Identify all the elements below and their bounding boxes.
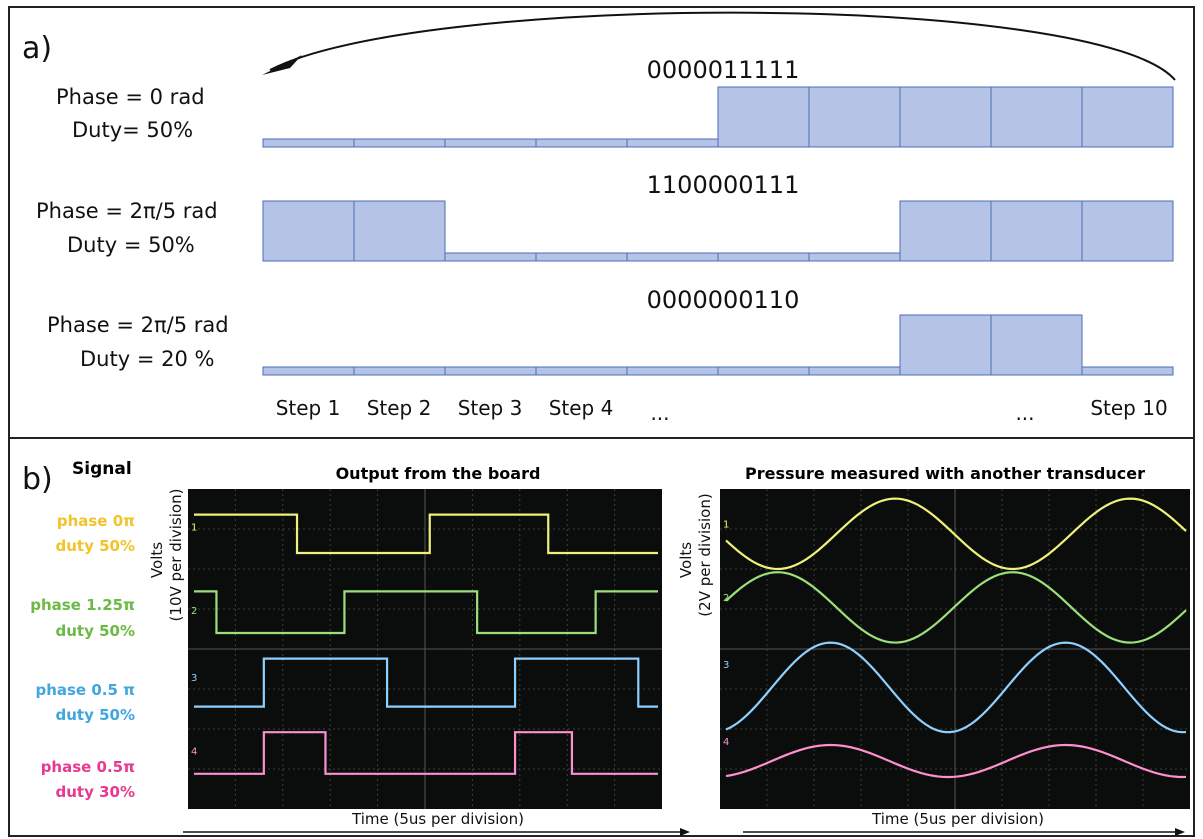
signal-4-duty: duty 30% bbox=[56, 783, 136, 801]
signal-3-phase: phase 0.5 π bbox=[35, 681, 135, 699]
left-channel-marker-4: 4 bbox=[191, 747, 197, 758]
step-label-2: Step 2 bbox=[367, 396, 432, 420]
step-bar-row2-step6 bbox=[717, 252, 810, 262]
right-trace-signal-4 bbox=[725, 743, 1187, 779]
step-bar-row3-step6 bbox=[717, 366, 810, 376]
step-bar-row1-step3 bbox=[444, 138, 537, 148]
row3-pattern: 0000000110 bbox=[647, 286, 800, 314]
left-trace-signal-1 bbox=[194, 513, 658, 555]
right-trace-signal-1 bbox=[725, 497, 1187, 571]
right-channel-marker-1: 1 bbox=[723, 519, 729, 530]
cycle-arrow bbox=[269, 11, 1176, 81]
left-scope-xlabel: Time (5us per division) bbox=[351, 810, 524, 828]
left-scope-yunit: (10V per division) bbox=[167, 489, 185, 622]
step-bar-row3-step10 bbox=[1081, 366, 1174, 376]
panel-a-label: a) bbox=[22, 31, 52, 66]
step-bar-row3-step2 bbox=[353, 366, 446, 376]
panel-b-frame bbox=[8, 437, 1195, 837]
row2-phase-label: Phase = 2π/5 rad bbox=[36, 199, 218, 223]
signal-2-phase: phase 1.25π bbox=[30, 596, 135, 614]
cycle-arrow-head bbox=[262, 55, 302, 75]
step-bar-row2-step4 bbox=[535, 252, 628, 262]
left-time-axis-arrowhead bbox=[680, 828, 690, 836]
panel-b-label: b) bbox=[22, 462, 53, 497]
step-bar-row2-step1 bbox=[262, 200, 355, 262]
step-label-ellipsis-2: ... bbox=[1015, 401, 1034, 425]
step-bar-row1-step9 bbox=[990, 86, 1083, 148]
row2-pattern: 1100000111 bbox=[647, 171, 800, 199]
row1-phase-label: Phase = 0 rad bbox=[56, 85, 205, 109]
step-bar-row2-step10 bbox=[1081, 200, 1174, 262]
step-bar-row2-step3 bbox=[444, 252, 537, 262]
row1-pattern: 0000011111 bbox=[647, 56, 800, 84]
step-bar-row2-step2 bbox=[353, 200, 446, 262]
step-bar-row1-step7 bbox=[808, 86, 901, 148]
step-bar-row1-step8 bbox=[899, 86, 992, 148]
step-bar-row1-step2 bbox=[353, 138, 446, 148]
step-bar-row2-step9 bbox=[990, 200, 1083, 262]
right-channel-marker-3: 3 bbox=[723, 660, 729, 671]
row1-duty-label: Duty= 50% bbox=[72, 118, 193, 142]
signal-4-phase: phase 0.5π bbox=[41, 758, 135, 776]
right-scope-yunit: (2V per division) bbox=[696, 493, 714, 616]
step-label-3: Step 3 bbox=[458, 396, 523, 420]
step-bar-row3-step1 bbox=[262, 366, 355, 376]
step-bar-row1-step10 bbox=[1081, 86, 1174, 148]
step-bar-row3-step4 bbox=[535, 366, 628, 376]
step-bar-row2-step8 bbox=[899, 200, 992, 262]
left-oscilloscope-screen: 1 2 3 4 bbox=[188, 489, 662, 809]
left-trace-signal-4 bbox=[194, 731, 658, 775]
step-bar-row1-step4 bbox=[535, 138, 628, 148]
left-scope-title: Output from the board bbox=[336, 464, 541, 483]
signal-2-duty: duty 50% bbox=[56, 622, 136, 640]
step-bar-row1-step5 bbox=[626, 138, 719, 148]
right-scope-title: Pressure measured with another transduce… bbox=[745, 464, 1145, 483]
row3-phase-label: Phase = 2π/5 rad bbox=[47, 313, 229, 337]
step-label-ellipsis-1: ... bbox=[650, 401, 669, 425]
left-channel-marker-2: 2 bbox=[191, 606, 197, 617]
step-label-4: Step 4 bbox=[549, 396, 614, 420]
step-bar-row2-step7 bbox=[808, 252, 901, 262]
right-trace-signal-2 bbox=[725, 571, 1187, 644]
signal-legend: phase 0π duty 50% phase 1.25π duty 50% p… bbox=[30, 512, 135, 801]
right-scope-xlabel: Time (5us per division) bbox=[871, 810, 1044, 828]
left-trace-signal-3 bbox=[194, 657, 658, 708]
signal-1-duty: duty 50% bbox=[56, 537, 136, 555]
step-bar-row1-step1 bbox=[262, 138, 355, 148]
step-bar-row1-step6 bbox=[717, 86, 810, 148]
step-bar-row3-step8 bbox=[899, 314, 992, 376]
step-bar-row3-step9 bbox=[990, 314, 1083, 376]
step-bar-row3-step3 bbox=[444, 366, 537, 376]
signal-header: Signal bbox=[72, 459, 132, 479]
signal-3-duty: duty 50% bbox=[56, 706, 136, 724]
left-channel-marker-1: 1 bbox=[191, 523, 197, 534]
step-label-10: Step 10 bbox=[1090, 396, 1167, 420]
right-oscilloscope-screen: 1 2 3 4 bbox=[720, 489, 1190, 809]
left-trace-signal-2 bbox=[194, 590, 658, 635]
right-channel-marker-2: 2 bbox=[723, 593, 729, 604]
left-scope-ylabel: Volts bbox=[148, 542, 166, 578]
signal-1-phase: phase 0π bbox=[57, 512, 135, 530]
step-bar-row3-step7 bbox=[808, 366, 901, 376]
right-time-axis-arrowhead bbox=[1175, 828, 1185, 836]
right-trace-signal-3 bbox=[725, 641, 1187, 734]
left-channel-marker-3: 3 bbox=[191, 673, 197, 684]
step-bar-row3-step5 bbox=[626, 366, 719, 376]
step-label-1: Step 1 bbox=[276, 396, 341, 420]
step-bar-row2-step5 bbox=[626, 252, 719, 262]
row2-duty-label: Duty = 50% bbox=[67, 233, 195, 257]
step-bars bbox=[262, 86, 1174, 376]
right-scope-ylabel: Volts bbox=[677, 542, 695, 578]
row3-duty-label: Duty = 20 % bbox=[80, 347, 214, 371]
right-channel-marker-4: 4 bbox=[723, 737, 729, 748]
